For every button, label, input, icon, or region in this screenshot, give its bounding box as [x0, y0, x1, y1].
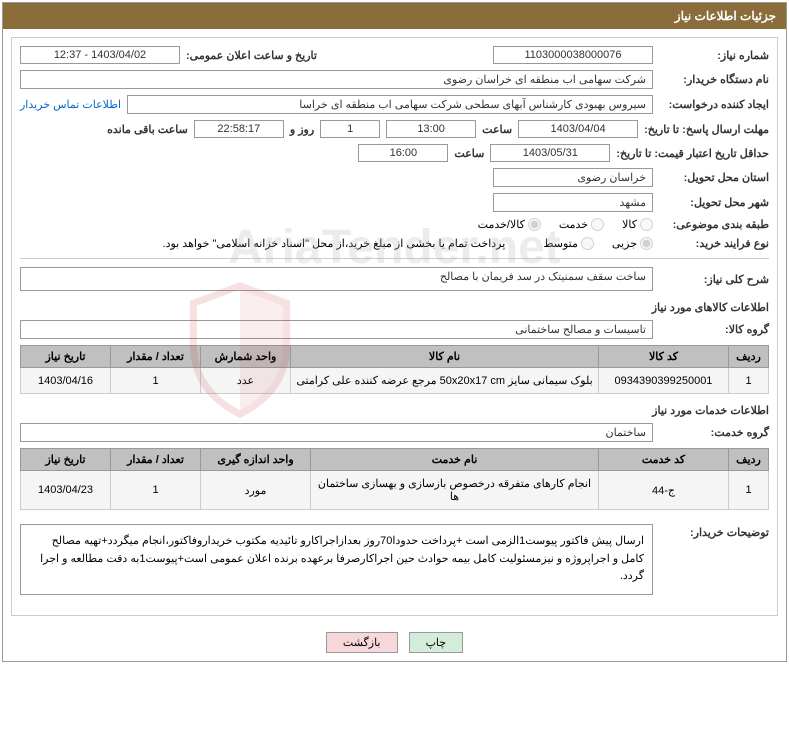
radio-both[interactable]: کالا/خدمت [478, 218, 541, 231]
radio-service[interactable]: خدمت [559, 218, 604, 231]
service-group-field: ساختمان [20, 423, 653, 442]
col-qty: تعداد / مقدار [111, 346, 201, 368]
city-label: شهر محل تحویل: [659, 196, 769, 209]
goods-group-field: تاسیسات و مصالح ساختمانی [20, 320, 653, 339]
scol-date: تاریخ نیاز [21, 449, 111, 471]
radio-medium[interactable]: متوسط [543, 237, 594, 250]
table-row: 1 0934390399250001 بلوک سیمانی سایز 50x2… [21, 368, 769, 394]
button-row: چاپ بازگشت [3, 624, 786, 661]
radio-partial[interactable]: جزیی [612, 237, 653, 250]
service-group-label: گروه خدمت: [659, 426, 769, 439]
overview-label: شرح کلی نیاز: [659, 273, 769, 286]
province-field: خراسان رضوی [493, 168, 653, 187]
buyer-org-field: شرکت سهامی اب منطقه ای خراسان رضوی [20, 70, 653, 89]
scol-row: ردیف [729, 449, 769, 471]
purchase-type-label: نوع فرایند خرید: [659, 237, 769, 250]
page-header: جزئیات اطلاعات نیاز [3, 3, 786, 29]
goods-section-title: اطلاعات کالاهای مورد نیاز [20, 301, 769, 314]
countdown-field: 22:58:17 [194, 120, 284, 138]
purchase-note: پرداخت تمام یا بخشی از مبلغ خرید،از محل … [163, 237, 506, 250]
validity-date-field: 1403/05/31 [490, 144, 610, 162]
overview-field: ساخت سقف سمنیتک در سد فریمان با مصالح [20, 267, 653, 291]
scol-qty: تعداد / مقدار [111, 449, 201, 471]
city-field: مشهد [493, 193, 653, 212]
goods-table: ردیف کد کالا نام کالا واحد شمارش تعداد /… [20, 345, 769, 394]
time-label-1: ساعت [482, 123, 512, 136]
contact-buyer-link[interactable]: اطلاعات تماس خریدار [20, 98, 121, 111]
validity-label: حداقل تاریخ اعتبار قیمت: تا تاریخ: [616, 147, 769, 160]
table-row: 1 ج-44 انجام کارهای متفرقه درخصوص بازساز… [21, 471, 769, 510]
col-row: ردیف [729, 346, 769, 368]
time-label-2: ساعت [454, 147, 484, 160]
buyer-notes-label: توضیحات خریدار: [659, 518, 769, 539]
radio-goods[interactable]: کالا [622, 218, 653, 231]
print-button[interactable]: چاپ [409, 632, 464, 653]
scol-name: نام خدمت [311, 449, 599, 471]
col-unit: واحد شمارش [201, 346, 291, 368]
col-name: نام کالا [291, 346, 599, 368]
goods-group-label: گروه کالا: [659, 323, 769, 336]
need-number-label: شماره نیاز: [659, 49, 769, 62]
col-code: کد کالا [599, 346, 729, 368]
deadline-time-field: 13:00 [386, 120, 476, 138]
buyer-org-label: نام دستگاه خریدار: [659, 73, 769, 86]
deadline-label: مهلت ارسال پاسخ: تا تاریخ: [644, 123, 769, 136]
buyer-notes-text: ارسال پیش فاکتور پیوست1الزمی است +پرداخت… [20, 524, 653, 595]
back-button[interactable]: بازگشت [326, 632, 398, 653]
remaining-label: ساعت باقی مانده [107, 123, 188, 136]
days-remaining-field: 1 [320, 120, 380, 138]
days-and-label: روز و [290, 123, 314, 136]
deadline-date-field: 1403/04/04 [518, 120, 638, 138]
services-section-title: اطلاعات خدمات مورد نیاز [20, 404, 769, 417]
col-date: تاریخ نیاز [21, 346, 111, 368]
form-panel: شماره نیاز: 1103000038000076 تاریخ و ساع… [11, 37, 778, 616]
announce-date-field: 1403/04/02 - 12:37 [20, 46, 180, 64]
need-number-field: 1103000038000076 [493, 46, 653, 64]
scol-code: کد خدمت [599, 449, 729, 471]
validity-time-field: 16:00 [358, 144, 448, 162]
requester-field: سیروس بهبودی کارشناس آبهای سطحی شرکت سها… [127, 95, 653, 114]
requester-label: ایجاد کننده درخواست: [659, 98, 769, 111]
province-label: استان محل تحویل: [659, 171, 769, 184]
announce-date-label: تاریخ و ساعت اعلان عمومی: [186, 49, 317, 62]
category-label: طبقه بندی موضوعی: [659, 218, 769, 231]
services-table: ردیف کد خدمت نام خدمت واحد اندازه گیری ت… [20, 448, 769, 510]
scol-unit: واحد اندازه گیری [201, 449, 311, 471]
